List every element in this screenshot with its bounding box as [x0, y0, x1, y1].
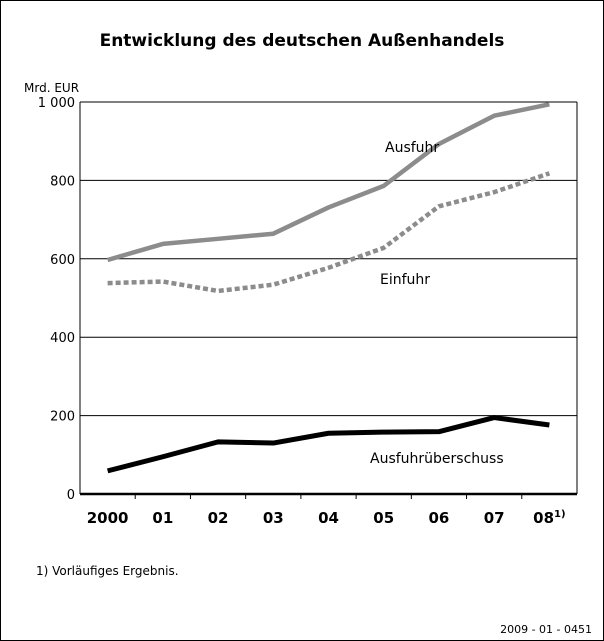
x-tick-label-text: 04 [318, 509, 339, 527]
x-tick-label: 2000 [87, 509, 129, 527]
series-label: Ausfuhr [385, 140, 439, 156]
x-tick-label: 081) [533, 509, 565, 527]
y-tick-label: 1 000 [38, 96, 75, 111]
x-tick-label-text: 08 [533, 509, 554, 527]
x-tick-label: 06 [429, 509, 450, 527]
x-tick-label-text: 02 [208, 509, 229, 527]
x-tick-label-text: 03 [263, 509, 284, 527]
series-line [107, 171, 551, 294]
y-tick-label: 600 [50, 253, 75, 268]
x-tick-label: 05 [373, 509, 394, 527]
x-tick-label-text: 07 [484, 509, 505, 527]
series-label: Ausfuhrüberschuss [370, 451, 504, 467]
footnote: 1) Vorläufiges Ergebnis. [36, 564, 179, 578]
x-tick-label-text: 01 [152, 509, 173, 527]
y-axis-label: Mrd. EUR [24, 81, 79, 95]
series-line [106, 102, 550, 263]
x-tick-label: 07 [484, 509, 505, 527]
x-tick-label-text: 06 [429, 509, 450, 527]
y-tick-label: 200 [50, 410, 75, 425]
x-tick-label: 01 [152, 509, 173, 527]
x-tick-label: 04 [318, 509, 339, 527]
source: 2009 - 01 - 0451 [500, 623, 592, 636]
series-label: Einfuhr [380, 272, 430, 288]
x-tick-note: 1) [554, 509, 566, 520]
chart-title: Entwicklung des deutschen Außenhandels [100, 31, 505, 51]
series-line [106, 415, 550, 474]
x-tick-label-text: 05 [373, 509, 394, 527]
y-tick-label: 800 [50, 174, 75, 189]
y-tick-label: 0 [67, 488, 75, 503]
x-tick-label-text: 2000 [87, 509, 129, 527]
x-tick-label: 02 [208, 509, 229, 527]
x-tick-label: 03 [263, 509, 284, 527]
y-tick-label: 400 [50, 331, 75, 346]
